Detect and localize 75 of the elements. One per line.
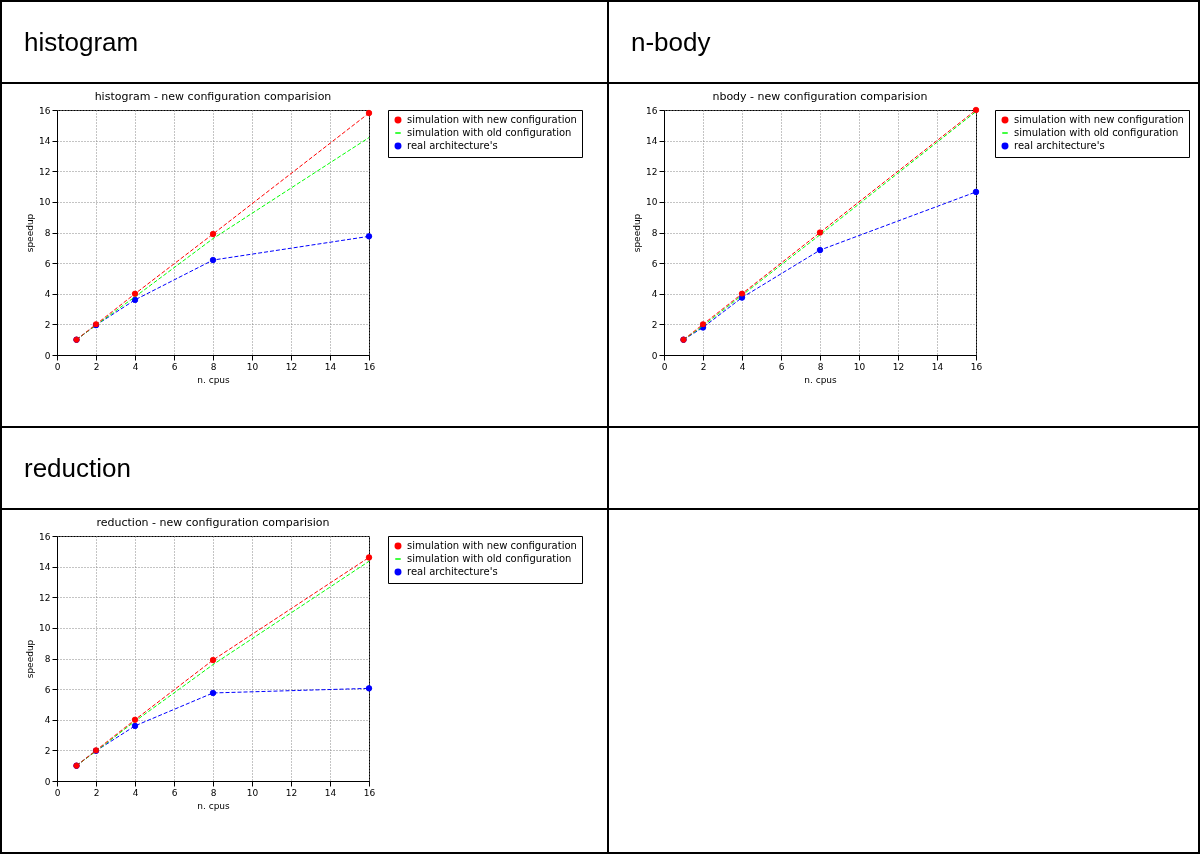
y-tick-label: 4	[44, 289, 51, 300]
y-axis-title: speedup	[25, 213, 36, 253]
x-tick-label: 10	[853, 361, 866, 372]
x-tick-label: 12	[285, 787, 298, 798]
chart-title: histogram - new configuration comparision	[94, 90, 332, 103]
x-tick-label: 16	[363, 787, 376, 798]
y-tick-label: 14	[39, 562, 51, 573]
y-tick-label: 8	[44, 228, 51, 238]
x-tick-label: 10	[246, 361, 259, 372]
y-tick-label: 16	[39, 105, 51, 116]
y-tick-label: 16	[39, 531, 51, 542]
legend-label: simulation with old configuration	[407, 553, 572, 564]
y-tick-label: 12	[39, 592, 51, 603]
x-tick-label: 0	[661, 361, 668, 372]
y-tick-label: 2	[44, 319, 51, 330]
x-axis-title: n. cpus	[804, 374, 838, 385]
legend-label: real architecture's	[407, 140, 498, 151]
legend-label: simulation with new configuration	[407, 114, 577, 125]
x-tick-label: 4	[132, 361, 139, 372]
y-tick-label: 2	[44, 745, 51, 756]
y-tick-label: 2	[651, 319, 658, 330]
x-tick-label: 0	[54, 361, 61, 372]
legend-label: simulation with new configuration	[407, 540, 577, 551]
x-tick-label: 16	[363, 361, 376, 372]
x-tick-label: 8	[210, 787, 217, 798]
x-tick-label: 12	[285, 361, 298, 372]
x-tick-label: 6	[171, 361, 178, 372]
legend-label: real architecture's	[1014, 140, 1105, 151]
legend-label: simulation with new configuration	[1014, 114, 1184, 125]
text: histogram	[1, 1, 608, 83]
x-tick-label: 16	[970, 361, 983, 372]
x-tick-label: 4	[739, 361, 746, 372]
y-tick-label: 4	[651, 289, 658, 300]
y-tick-label: 10	[39, 623, 51, 634]
y-tick-label: 16	[646, 105, 658, 116]
x-tick-label: 2	[93, 787, 100, 798]
text: reduction	[1, 427, 608, 509]
x-axis-title: n. cpus	[197, 800, 231, 811]
y-axis-title: speedup	[632, 213, 643, 253]
x-tick-label: 14	[931, 361, 944, 372]
chart-title: nbody - new configuration comparision	[712, 90, 928, 103]
y-tick-label: 6	[651, 258, 658, 269]
y-tick-label: 6	[44, 258, 51, 269]
x-tick-label: 6	[171, 787, 178, 798]
y-tick-label: 0	[44, 776, 51, 787]
y-tick-label: 10	[646, 197, 658, 208]
x-tick-label: 2	[700, 361, 707, 372]
x-axis-title: n. cpus	[197, 374, 231, 385]
y-axis-title: speedup	[25, 639, 36, 679]
x-tick-label: 8	[817, 361, 824, 372]
x-tick-label: 14	[324, 787, 337, 798]
chart-title: reduction - new configuration comparision	[96, 516, 330, 529]
x-tick-label: 2	[93, 361, 100, 372]
y-tick-label: 10	[39, 197, 51, 208]
y-tick-label: 0	[44, 350, 51, 361]
y-tick-label: 0	[651, 350, 658, 361]
text: n-body	[608, 1, 1199, 83]
x-tick-label: 0	[54, 787, 61, 798]
x-tick-label: 14	[324, 361, 337, 372]
y-tick-label: 8	[651, 228, 658, 238]
y-tick-label: 6	[44, 684, 51, 695]
legend-label: simulation with old configuration	[1014, 127, 1179, 138]
y-tick-label: 8	[44, 654, 51, 664]
y-tick-label: 14	[646, 136, 658, 147]
legend-label: real architecture's	[407, 566, 498, 577]
y-tick-label: 12	[39, 166, 51, 177]
x-tick-label: 10	[246, 787, 259, 798]
x-tick-label: 4	[132, 787, 139, 798]
y-tick-label: 4	[44, 715, 51, 726]
legend-label: simulation with old configuration	[407, 127, 572, 138]
y-tick-label: 12	[646, 166, 658, 177]
y-tick-label: 14	[39, 136, 51, 147]
x-tick-label: 12	[892, 361, 905, 372]
x-tick-label: 8	[210, 361, 217, 372]
x-tick-label: 6	[778, 361, 785, 372]
